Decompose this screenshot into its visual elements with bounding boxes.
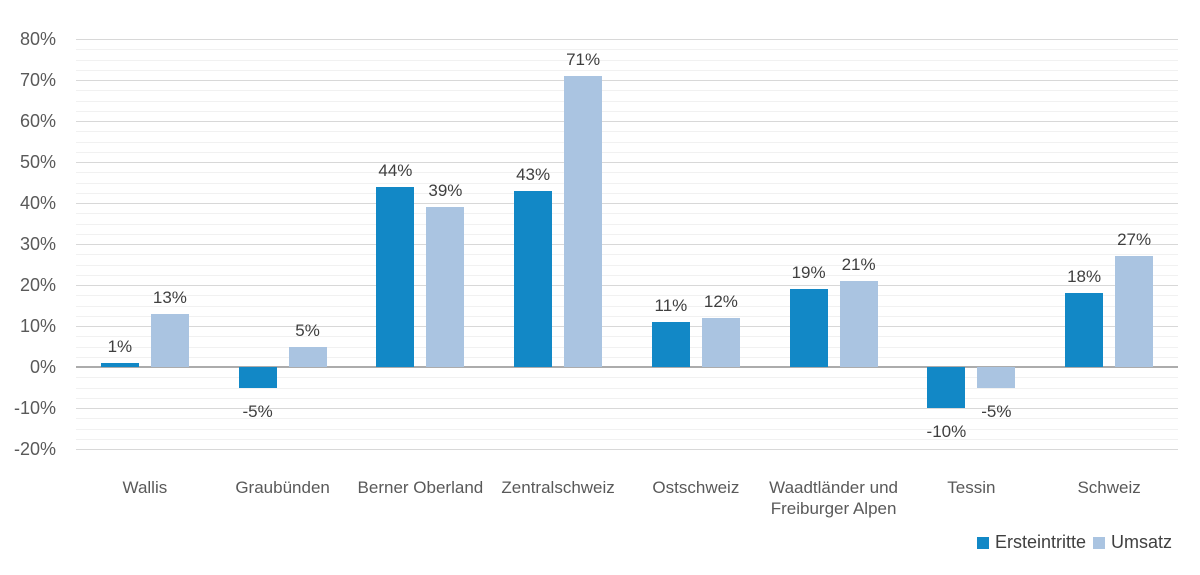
value-label: 39% — [428, 181, 463, 201]
category-label: Schweiz — [1077, 478, 1141, 497]
legend-label: Umsatz — [1110, 532, 1172, 552]
bar-ersteintritte-3 — [514, 190, 553, 367]
minor-gridline — [76, 100, 1178, 102]
minor-gridline — [76, 59, 1178, 61]
minor-gridline — [76, 141, 1178, 143]
plot-area: 1% -5% 44% 43% 11% 19% -10% 18% 13% 5% 39% 71% 12% 21… — [76, 39, 1178, 450]
bar-umsatz-5 — [839, 280, 878, 367]
value-label: 11% — [654, 295, 688, 315]
major-gridline — [76, 285, 1178, 286]
category-label: Wallis — [122, 478, 168, 497]
bar-umsatz-0 — [150, 313, 189, 367]
bar-umsatz-1 — [288, 346, 327, 367]
bar-ersteintritte-6 — [927, 367, 966, 408]
y-tick-label: 0% — [29, 357, 56, 377]
major-gridline — [76, 39, 1178, 40]
legend-swatch-icon — [1092, 536, 1105, 549]
minor-gridline — [76, 131, 1178, 133]
category-label: Ostschweiz — [652, 478, 740, 497]
minor-gridline — [76, 172, 1178, 174]
category-label: Tessin — [947, 478, 996, 497]
major-gridline — [76, 326, 1178, 327]
minor-gridline — [76, 336, 1178, 338]
legend-item-umsatz: Umsatz — [1092, 532, 1172, 553]
legend: Ersteintritte Umsatz — [976, 532, 1172, 553]
y-tick-label: 80% — [19, 29, 56, 49]
value-label: 71% — [566, 49, 601, 69]
minor-gridline — [76, 438, 1178, 440]
minor-gridline — [76, 49, 1178, 51]
bar-ersteintritte-0 — [100, 362, 139, 367]
value-label: 43% — [516, 164, 551, 184]
value-label: 44% — [378, 160, 413, 180]
legend-item-ersteintritte: Ersteintritte — [976, 532, 1086, 553]
minor-gridline — [76, 90, 1178, 92]
minor-gridline — [76, 151, 1178, 153]
value-label: -5% — [242, 401, 273, 421]
y-tick-label: -20% — [13, 439, 56, 459]
value-label: 19% — [791, 263, 826, 283]
major-gridline — [76, 80, 1178, 81]
y-tick-label: 40% — [19, 193, 56, 213]
value-label: 5% — [295, 320, 320, 340]
major-gridline — [76, 162, 1178, 163]
y-tick-label: 30% — [19, 234, 56, 254]
bar-ersteintritte-7 — [1065, 293, 1104, 367]
y-tick-label: -10% — [13, 398, 56, 418]
legend-label: Ersteintritte — [994, 532, 1086, 552]
bar-umsatz-7 — [1115, 256, 1154, 367]
category-label: Graubünden — [235, 478, 330, 497]
major-gridline — [76, 449, 1178, 450]
minor-gridline — [76, 346, 1178, 348]
y-tick-label: 60% — [19, 111, 56, 131]
bar-umsatz-3 — [564, 75, 603, 367]
minor-gridline — [76, 69, 1178, 71]
bar-ersteintritte-5 — [789, 289, 828, 367]
bar-ersteintritte-2 — [376, 186, 415, 367]
minor-gridline — [76, 110, 1178, 112]
category-label: Zentralschweiz — [501, 478, 615, 497]
value-label: 21% — [841, 254, 876, 274]
minor-gridline — [76, 397, 1178, 399]
y-tick-label: 10% — [19, 316, 56, 336]
value-label: 13% — [152, 287, 187, 307]
legend-swatch-icon — [976, 536, 989, 549]
minor-gridline — [76, 264, 1178, 266]
minor-gridline — [76, 428, 1178, 430]
category-label: Waadtländer und Freiburger Alpen — [769, 478, 899, 518]
y-tick-label: 50% — [19, 152, 56, 172]
y-tick-label: 20% — [19, 275, 56, 295]
y-tick-label: 70% — [19, 70, 56, 90]
minor-gridline — [76, 356, 1178, 358]
minor-gridline — [76, 254, 1178, 256]
major-gridline — [76, 203, 1178, 204]
minor-gridline — [76, 315, 1178, 317]
minor-gridline — [76, 223, 1178, 225]
minor-gridline — [76, 274, 1178, 276]
value-label: 27% — [1117, 230, 1152, 250]
value-label: 18% — [1067, 267, 1102, 287]
bar-umsatz-2 — [426, 207, 465, 367]
bar-ersteintritte-4 — [651, 321, 690, 367]
minor-gridline — [76, 233, 1178, 235]
bar-umsatz-4 — [701, 317, 740, 367]
bar-ersteintritte-1 — [238, 367, 277, 388]
value-label: -5% — [981, 401, 1012, 421]
category-label: Berner Oberland — [357, 478, 484, 497]
major-gridline — [76, 121, 1178, 122]
value-label: -10% — [926, 422, 967, 441]
minor-gridline — [76, 305, 1178, 307]
minor-gridline — [76, 295, 1178, 297]
value-label: 1% — [107, 336, 133, 356]
value-label: 12% — [703, 291, 738, 311]
minor-gridline — [76, 192, 1178, 194]
bar-umsatz-6 — [977, 367, 1016, 388]
minor-gridline — [76, 387, 1178, 389]
minor-gridline — [76, 182, 1178, 184]
minor-gridline — [76, 213, 1178, 215]
major-gridline — [76, 244, 1178, 245]
